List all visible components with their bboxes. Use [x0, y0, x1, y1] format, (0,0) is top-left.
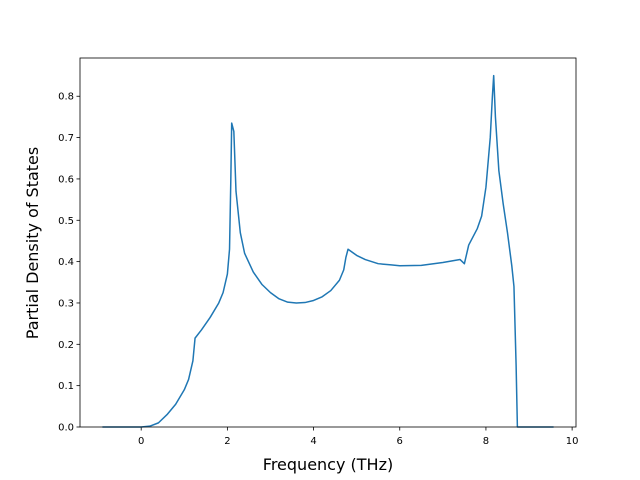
x-tick-label: 6	[397, 436, 403, 447]
y-tick-label: 0.8	[58, 92, 74, 103]
plot-frame	[79, 57, 577, 428]
x-tick-label: 10	[566, 436, 579, 447]
x-axis-label: Frequency (THz)	[263, 455, 393, 474]
x-tick-label: 4	[310, 436, 316, 447]
y-tick-label: 0.1	[58, 381, 74, 392]
line-series	[102, 74, 554, 428]
y-tick-label: 0.0	[58, 423, 74, 434]
y-tick-label: 0.4	[58, 257, 74, 268]
y-axis-label: Partial Density of States	[23, 147, 42, 339]
y-tick-label: 0.5	[58, 216, 74, 227]
y-tick-label: 0.7	[58, 133, 74, 144]
x-tick-label: 2	[224, 436, 230, 447]
y-tick-label: 0.3	[58, 298, 74, 309]
y-tick-label: 0.6	[58, 174, 74, 185]
x-tick-label: 0	[138, 436, 144, 447]
x-tick-label: 8	[483, 436, 489, 447]
y-tick-label: 0.2	[58, 340, 74, 351]
